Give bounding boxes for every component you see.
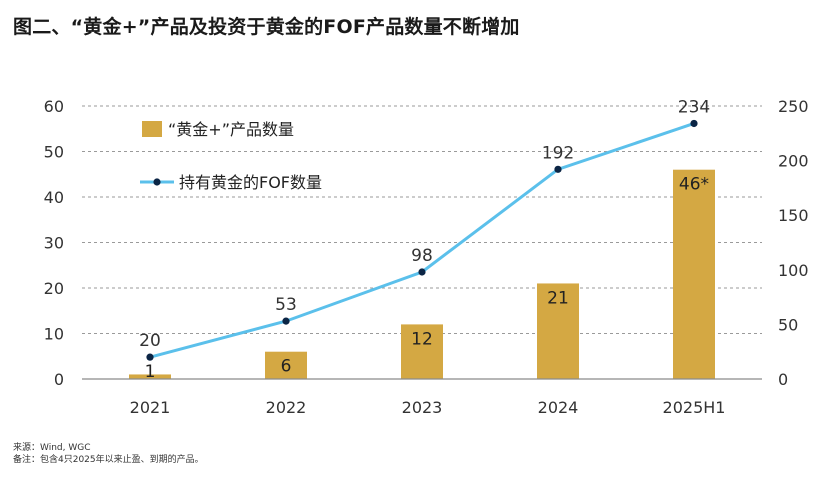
legend-line-marker	[153, 178, 161, 186]
x-tick-label: 2023	[402, 398, 443, 417]
line-marker	[146, 353, 154, 361]
footnotes: 来源：Wind, WGC 备注：包含4只2025年以来止盈、到期的产品。	[13, 442, 204, 466]
x-tick-label: 2024	[538, 398, 579, 417]
bar	[401, 324, 443, 379]
bar-value-label: 6	[281, 357, 292, 377]
line-value-label: 20	[139, 331, 161, 351]
line-marker	[418, 268, 426, 276]
bar	[129, 374, 171, 379]
x-tick-label: 2025H1	[663, 398, 726, 417]
y-right-tick-label: 150	[778, 206, 809, 225]
line-marker	[690, 119, 698, 128]
line-value-label: 98	[411, 246, 433, 266]
bar-value-label: 21	[547, 288, 569, 308]
y-left-tick-label: 60	[44, 97, 64, 116]
line-value-label: 192	[542, 143, 574, 163]
y-left-tick-label: 0	[54, 370, 64, 389]
legend-bar-swatch	[142, 121, 162, 137]
y-right-tick-label: 0	[778, 370, 788, 389]
bar-series	[129, 169, 715, 379]
y-right-tick-label: 100	[778, 261, 809, 280]
chart-title: 图二、“黄金+”产品及投资于黄金的FOF产品数量不断增加	[13, 16, 520, 38]
y-left-tick-label: 30	[44, 234, 64, 253]
line-marker	[282, 317, 290, 325]
y-right-tick-label: 50	[778, 315, 798, 334]
legend-line-label: 持有黄金的FOF数量	[179, 173, 322, 192]
y-right-tick-label: 200	[778, 152, 809, 171]
line-path	[149, 122, 695, 359]
data-labels: 1 6 12 21 46* 20 53 98 192 234	[139, 97, 710, 382]
bar	[265, 351, 307, 379]
bar-value-label: 46*	[679, 175, 709, 195]
y-left-tick-label: 40	[44, 188, 64, 207]
source-note: 来源：Wind, WGC	[13, 443, 91, 453]
y-left-tick-label: 20	[44, 279, 64, 298]
line-series	[146, 119, 698, 361]
y-left-tick-label: 50	[44, 143, 64, 162]
line-marker	[554, 165, 562, 173]
x-tick-label: 2021	[130, 398, 171, 417]
bar-value-label: 12	[411, 329, 433, 349]
x-tick-label: 2022	[266, 398, 307, 417]
bar	[673, 169, 715, 379]
bar	[537, 283, 579, 379]
bar-value-label: 1	[145, 362, 156, 382]
y-right-tick-label: 250	[778, 97, 809, 116]
line-value-label: 53	[275, 295, 297, 315]
y-left-tick-label: 10	[44, 325, 64, 344]
line-value-label: 234	[678, 97, 710, 117]
legend-bar-label: “黄金+”产品数量	[168, 120, 294, 139]
gridlines	[82, 105, 762, 334]
remark-note: 备注：包含4只2025年以来止盈、到期的产品。	[13, 455, 204, 465]
